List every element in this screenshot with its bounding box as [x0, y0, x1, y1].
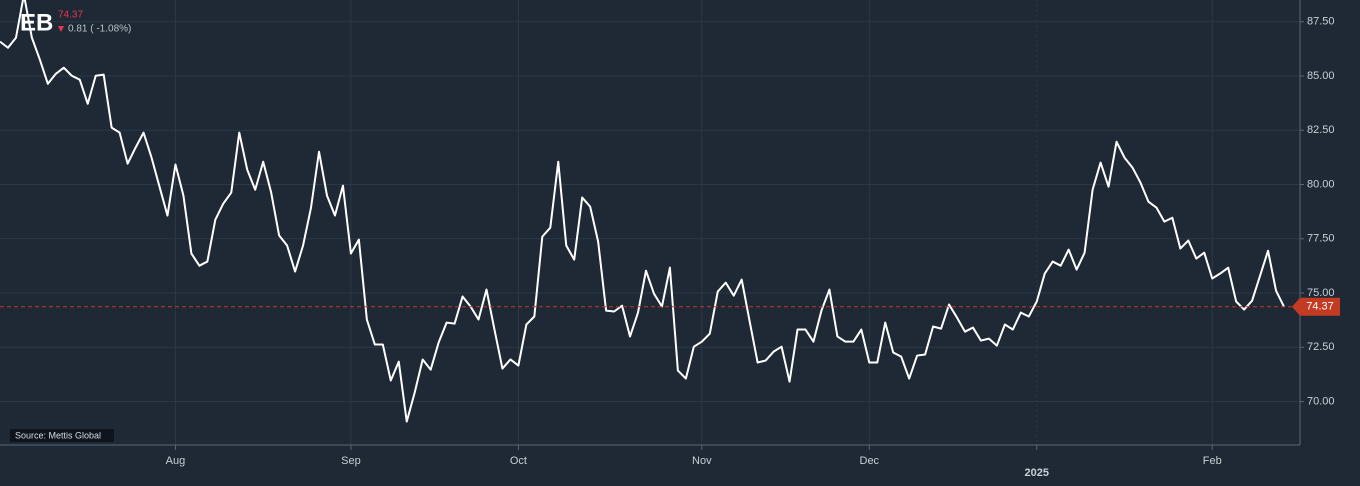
axes: 70.00 72.50 75.00 77.50 80.00 82.50 85.00 87.50… — [166, 16, 1335, 479]
y-tick-label: 82.50 — [1307, 124, 1335, 136]
price: 74.37 — [58, 10, 83, 21]
down-arrow — [58, 26, 64, 32]
change: 0.81 ( -1.08%) — [68, 24, 131, 35]
x-tick-label: Aug — [166, 455, 186, 467]
source: Source: Mettis Global — [15, 430, 101, 440]
y-tick-label: 85.00 — [1307, 70, 1335, 82]
y-tick-label: 77.50 — [1307, 233, 1335, 245]
plot — [0, 0, 1285, 423]
y-tick-label: 87.50 — [1307, 16, 1335, 28]
x-tick-label: Sep — [341, 455, 361, 467]
y-tick-label: 80.00 — [1307, 178, 1335, 190]
y-tick-label: 72.50 — [1307, 341, 1335, 353]
symbol: EB — [20, 9, 53, 36]
y-tick-label: 75.00 — [1307, 287, 1335, 299]
x-tick-label: Oct — [510, 455, 527, 467]
last-price-badge — [1292, 297, 1340, 316]
x-tick-label: Dec — [860, 455, 880, 467]
y-tick-label: 70.00 — [1307, 395, 1335, 407]
source-box — [10, 429, 114, 442]
x-tick-label: Feb — [1203, 455, 1222, 467]
x-tick-label: Nov — [692, 455, 712, 467]
x-tick-label: 2025 — [1025, 467, 1049, 479]
last-price-label: 74.37 — [1306, 301, 1334, 313]
price-line — [0, 0, 1285, 423]
grid — [0, 0, 1300, 445]
